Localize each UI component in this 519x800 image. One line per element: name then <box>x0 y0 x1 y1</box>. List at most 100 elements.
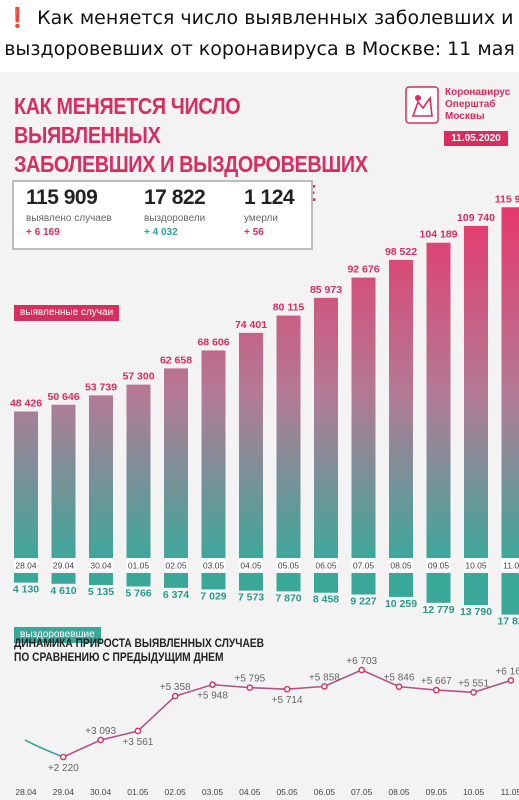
recovered-bar-29.04 <box>51 573 76 584</box>
recovered-value-label: 13 790 <box>460 606 492 618</box>
growth-point-08.05 <box>395 683 403 690</box>
date-label: 11.05 <box>503 561 519 571</box>
growth-value-label: +5 358 <box>160 682 191 693</box>
case-value-label: 80 115 <box>273 302 305 314</box>
line-chart-title: ДИНАМИКА ПРИРОСТА ВЫЯВЛЕННЫХ СЛУЧАЕВ ПО … <box>14 636 264 664</box>
stat-cases-label: выявлено случаев <box>26 213 112 224</box>
line-chart-title-line-1: ДИНАМИКА ПРИРОСТА ВЫЯВЛЕННЫХ СЛУЧАЕВ <box>14 636 264 650</box>
case-value-label: 115 909 <box>495 193 519 205</box>
line-date-label: 04.05 <box>239 787 261 797</box>
date-cell <box>239 559 263 571</box>
date-cell <box>201 559 226 571</box>
date-cell <box>351 559 376 571</box>
growth-value-label: +6 703 <box>346 656 377 667</box>
logo-text: Коронавирус Оперштаб Москвы <box>445 87 510 123</box>
case-value-label: 104 189 <box>420 229 458 241</box>
line-date-label: 11.05 <box>501 787 519 797</box>
recovered-value-label: 7 029 <box>200 590 226 602</box>
case-bar-03.05 <box>201 350 226 558</box>
line-date-label: 07.05 <box>351 787 373 797</box>
case-bar-07.05 <box>351 277 376 558</box>
stats-box: 115 909 выявлено случаев + 6 169 17 822 … <box>12 180 313 250</box>
recovered-value-label: 7 870 <box>275 592 301 604</box>
date-label: 29.04 <box>53 561 75 571</box>
date-label: 06.05 <box>315 561 337 571</box>
case-bar-30.04 <box>89 395 113 558</box>
case-bar-05.05 <box>276 315 301 558</box>
growth-value-label: +5 551 <box>458 678 489 689</box>
date-cell <box>89 559 113 571</box>
case-value-label: 57 300 <box>122 371 154 383</box>
date-label: 28.04 <box>15 561 37 571</box>
logo-line-3: Москвы <box>445 111 485 122</box>
recovered-value-label: 4 130 <box>13 584 39 596</box>
date-cell <box>276 559 301 571</box>
line-date-label: 30.04 <box>90 787 112 797</box>
date-cell <box>51 559 76 571</box>
date-label: 30.04 <box>90 561 112 571</box>
case-value-label: 50 646 <box>47 391 79 403</box>
post-title-line-2: выздоровевших от коронавируса в Москве: … <box>4 38 515 60</box>
exclamation-icon: ❗ <box>5 7 30 29</box>
recovered-value-label: 10 259 <box>385 598 417 610</box>
recovered-bar-10.05 <box>464 573 488 606</box>
recovered-value-label: 17 822 <box>497 616 519 628</box>
stat-deaths-delta: + 56 <box>244 227 264 238</box>
date-label: 09.05 <box>428 561 450 571</box>
growth-value-label: +5 948 <box>197 691 228 702</box>
case-bar-29.04 <box>51 404 76 558</box>
growth-point-04.05 <box>246 684 254 691</box>
date-label: 07.05 <box>353 561 375 571</box>
stat-recovered: 17 822 выздоровели + 4 032 <box>144 186 206 238</box>
case-bar-09.05 <box>426 242 451 558</box>
recovered-value-label: 5 766 <box>125 587 151 599</box>
legend-cases: выявленные случаи <box>14 305 120 321</box>
growth-value-label: +5 795 <box>234 674 265 685</box>
stat-cases: 115 909 выявлено случаев + 6 169 <box>26 186 112 238</box>
growth-point-03.05 <box>209 681 216 688</box>
date-cell <box>389 559 413 571</box>
growth-point-01.05 <box>134 727 142 735</box>
growth-value-label: +5 846 <box>384 673 415 684</box>
line-date-label: 09.05 <box>426 787 448 797</box>
line-date-label: 03.05 <box>202 787 224 797</box>
case-value-label: 109 740 <box>457 212 495 224</box>
moscow-emblem-icon <box>405 86 439 124</box>
recovered-value-label: 9 227 <box>350 596 376 608</box>
growth-value-label: +3 093 <box>85 726 116 737</box>
post-title-text: Как меняется число выявленных заболевших… <box>37 7 514 29</box>
date-label: 05.05 <box>278 561 300 571</box>
growth-point-06.05 <box>321 683 328 690</box>
date-badge: 11.05.2020 <box>444 131 508 146</box>
case-bar-11.05 <box>501 207 519 558</box>
recovered-value-label: 12 779 <box>422 604 454 616</box>
case-value-label: 92 676 <box>347 264 379 276</box>
date-cell <box>164 559 188 571</box>
recovered-bar-01.05 <box>126 573 151 587</box>
case-bar-28.04 <box>14 411 38 558</box>
case-bar-01.05 <box>126 384 151 558</box>
headline-line-1: КАК МЕНЯЕТСЯ ЧИСЛО ВЫЯВЛЕННЫХ <box>14 93 241 148</box>
recovered-bar-30.04 <box>89 573 113 585</box>
date-label: 10.05 <box>465 561 487 571</box>
growth-value-label: +3 561 <box>122 737 153 748</box>
line-date-label: 06.05 <box>314 787 336 797</box>
growth-point-30.04 <box>97 736 104 744</box>
date-cell <box>14 559 38 571</box>
growth-value-label: +6 169 <box>495 666 519 677</box>
recovered-bar-02.05 <box>164 573 188 588</box>
recovered-bars: 4 130 4 610 5 135 5 766 6 374 7 029 7 573 7 870… <box>13 573 519 628</box>
recovered-value-label: 7 573 <box>238 592 264 604</box>
line-date-label: 28.04 <box>15 787 37 797</box>
line-date-label: 05.05 <box>276 787 298 797</box>
date-cell <box>464 559 488 571</box>
recovered-bar-11.05 <box>501 573 519 615</box>
growth-line-chart: +2 220 +3 093 +3 561 +5 358 +5 948 +5 795 +5 7… <box>15 656 519 797</box>
growth-point-05.05 <box>283 685 291 693</box>
stat-recovered-delta: + 4 032 <box>144 227 178 238</box>
growth-point-10.05 <box>470 689 477 696</box>
stat-recovered-label: выздоровели <box>144 213 206 224</box>
stat-deaths: 1 124 умерли + 56 <box>244 186 295 238</box>
legend-recovered: выздоровевшие <box>14 627 101 643</box>
date-label: 04.05 <box>240 561 262 571</box>
